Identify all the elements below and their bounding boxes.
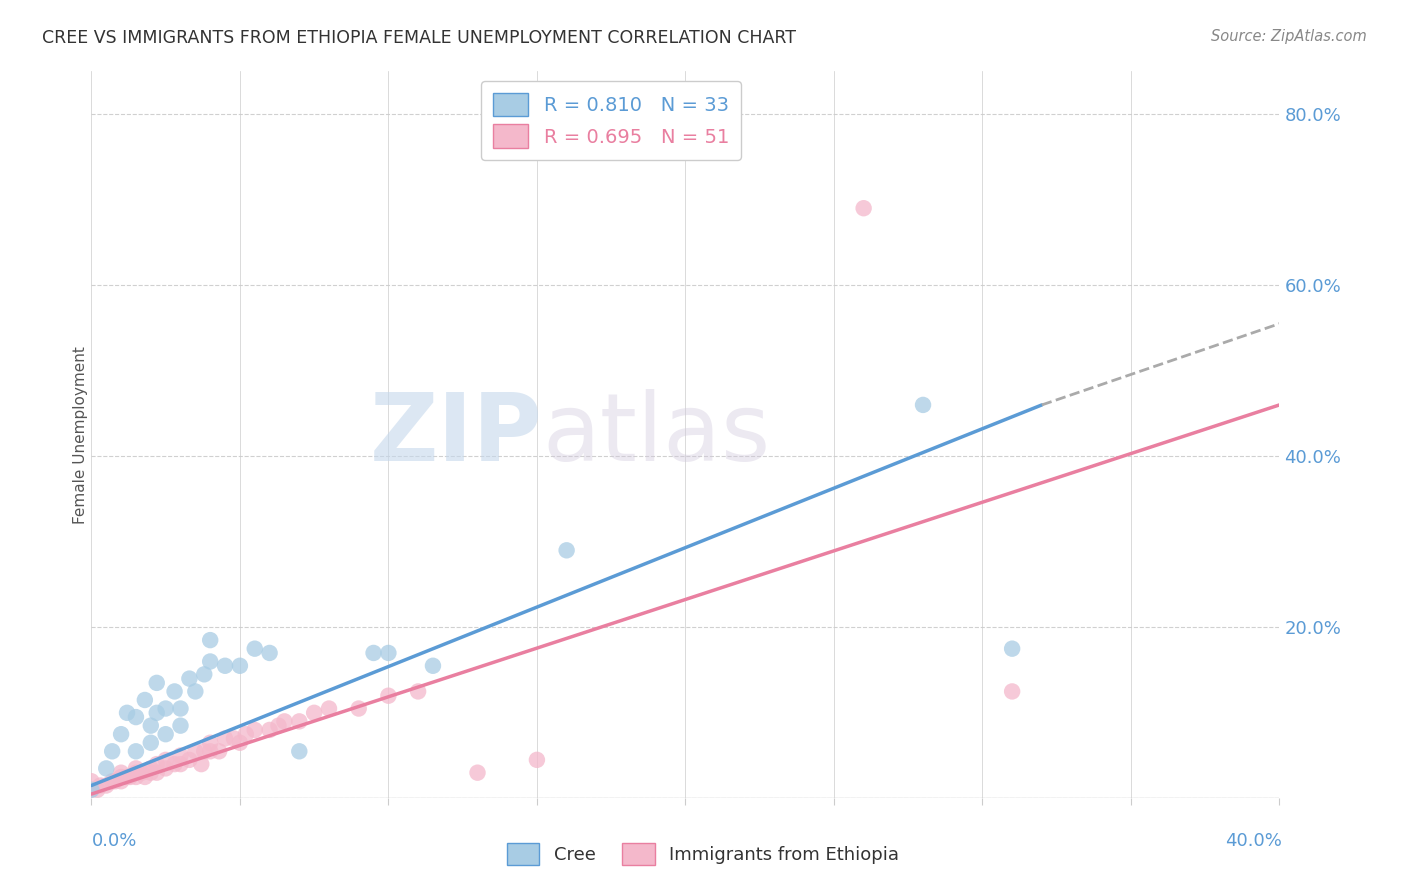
Point — [139, 765, 162, 780]
Point — [115, 706, 138, 720]
Point — [1001, 684, 1024, 698]
Point — [229, 736, 252, 750]
Point — [467, 765, 489, 780]
Point — [1001, 641, 1024, 656]
Point — [222, 731, 245, 746]
Point — [125, 765, 148, 780]
Point — [125, 761, 148, 775]
Text: CREE VS IMMIGRANTS FROM ETHIOPIA FEMALE UNEMPLOYMENT CORRELATION CHART: CREE VS IMMIGRANTS FROM ETHIOPIA FEMALE … — [42, 29, 796, 47]
Point — [80, 782, 103, 797]
Point — [96, 761, 118, 775]
Point — [115, 770, 138, 784]
Point — [145, 706, 167, 720]
Point — [318, 701, 340, 715]
Text: Source: ZipAtlas.com: Source: ZipAtlas.com — [1211, 29, 1367, 45]
Point — [214, 658, 236, 673]
Point — [155, 701, 177, 715]
Point — [131, 765, 153, 780]
Point — [110, 765, 132, 780]
Point — [184, 684, 207, 698]
Text: atlas: atlas — [543, 389, 770, 481]
Point — [96, 779, 118, 793]
Point — [235, 727, 257, 741]
Legend: R = 0.810   N = 33, R = 0.695   N = 51: R = 0.810 N = 33, R = 0.695 N = 51 — [481, 81, 741, 160]
Point — [155, 727, 177, 741]
Point — [229, 658, 252, 673]
Point — [422, 658, 444, 673]
Point — [243, 641, 266, 656]
Point — [134, 693, 156, 707]
Point — [125, 744, 148, 758]
Point — [163, 684, 186, 698]
Point — [125, 770, 148, 784]
Point — [190, 757, 212, 772]
Point — [302, 706, 325, 720]
Point — [184, 744, 207, 758]
Point — [169, 701, 191, 715]
Point — [118, 770, 141, 784]
Point — [139, 761, 162, 775]
Point — [169, 748, 191, 763]
Point — [259, 646, 281, 660]
Point — [259, 723, 281, 737]
Point — [273, 714, 295, 729]
Point — [526, 753, 548, 767]
Point — [145, 765, 167, 780]
Point — [134, 770, 156, 784]
Point — [110, 770, 132, 784]
Point — [155, 753, 177, 767]
Text: ZIP: ZIP — [370, 389, 543, 481]
Point — [104, 774, 127, 789]
Point — [125, 710, 148, 724]
Point — [145, 676, 167, 690]
Text: 40.0%: 40.0% — [1226, 832, 1282, 850]
Point — [169, 757, 191, 772]
Point — [101, 744, 124, 758]
Point — [200, 736, 222, 750]
Point — [911, 398, 934, 412]
Point — [179, 672, 201, 686]
Point — [243, 723, 266, 737]
Point — [363, 646, 385, 660]
Text: 0.0%: 0.0% — [91, 832, 136, 850]
Point — [347, 701, 370, 715]
Point — [555, 543, 578, 558]
Point — [200, 655, 222, 669]
Y-axis label: Female Unemployment: Female Unemployment — [73, 346, 87, 524]
Point — [852, 201, 875, 215]
Point — [80, 782, 103, 797]
Point — [377, 646, 399, 660]
Point — [145, 757, 167, 772]
Point — [288, 744, 311, 758]
Point — [110, 727, 132, 741]
Point — [200, 744, 222, 758]
Point — [169, 719, 191, 733]
Point — [377, 689, 399, 703]
Point — [193, 744, 215, 758]
Point — [288, 714, 311, 729]
Point — [155, 761, 177, 775]
Point — [193, 667, 215, 681]
Point — [80, 774, 103, 789]
Point — [110, 774, 132, 789]
Point — [89, 779, 111, 793]
Point — [406, 684, 429, 698]
Point — [214, 731, 236, 746]
Point — [101, 774, 124, 789]
Point — [86, 782, 108, 797]
Point — [179, 753, 201, 767]
Point — [139, 719, 162, 733]
Point — [163, 757, 186, 772]
Point — [139, 736, 162, 750]
Legend: Cree, Immigrants from Ethiopia: Cree, Immigrants from Ethiopia — [499, 836, 907, 872]
Point — [208, 744, 231, 758]
Point — [200, 633, 222, 648]
Point — [267, 719, 290, 733]
